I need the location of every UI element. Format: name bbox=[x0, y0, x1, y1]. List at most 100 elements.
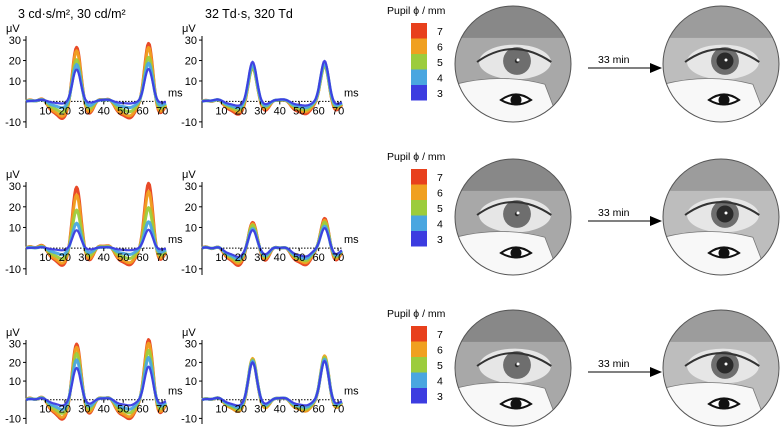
legend-swatch-5 bbox=[411, 200, 427, 216]
y-tick-label: 10 bbox=[185, 222, 197, 234]
legend-swatch-7 bbox=[411, 326, 427, 342]
x-tick-label: 20 bbox=[59, 105, 71, 117]
title-left: 3 cd·s/m², 30 cd/m² bbox=[18, 7, 126, 21]
legend-title: Pupil ϕ / mm bbox=[387, 308, 446, 320]
legend-label-4: 4 bbox=[437, 376, 443, 388]
y-axis-unit: μV bbox=[182, 327, 196, 339]
pupil-legend-3: Pupil ϕ / mm 7 6 5 4 3 bbox=[387, 308, 446, 404]
legend-swatch-6 bbox=[411, 341, 427, 357]
photo-content bbox=[455, 310, 571, 426]
eye-photo-2 bbox=[662, 5, 780, 123]
y-tick-label: 20 bbox=[185, 202, 197, 214]
y-axis-unit: μV bbox=[182, 169, 196, 181]
x-tick-label: 20 bbox=[235, 252, 247, 264]
legend-label-7: 7 bbox=[437, 329, 443, 341]
x-tick-label: 30 bbox=[254, 105, 266, 117]
adaptation-arrow-1: 33 min bbox=[588, 54, 662, 73]
y-axis-unit: μV bbox=[6, 169, 20, 181]
series-line-4mm bbox=[25, 356, 167, 411]
x-tick-label: 40 bbox=[274, 404, 286, 416]
pictogram-pupil bbox=[510, 398, 522, 410]
reflection bbox=[516, 58, 520, 62]
x-tick-label: 30 bbox=[254, 404, 266, 416]
reflection bbox=[724, 211, 728, 215]
y-tick-label: 10 bbox=[185, 376, 197, 388]
x-tick-label: 10 bbox=[39, 252, 51, 264]
x-axis-unit: ms bbox=[168, 386, 183, 398]
legend-label-6: 6 bbox=[437, 345, 443, 357]
photo-border bbox=[662, 309, 780, 427]
series-line-3mm bbox=[25, 365, 167, 407]
x-tick-label: 30 bbox=[78, 105, 90, 117]
legend-swatch-4 bbox=[411, 215, 427, 231]
arrow-head bbox=[650, 63, 662, 73]
series-line-3mm bbox=[25, 228, 167, 252]
photo-content bbox=[455, 6, 571, 122]
y-tick-label: 20 bbox=[9, 56, 21, 68]
y-tick-label: 20 bbox=[185, 56, 197, 68]
legend-swatch-5 bbox=[411, 357, 427, 373]
legend-label-5: 5 bbox=[437, 360, 443, 372]
eye-photo-5 bbox=[454, 309, 572, 427]
arrow-label: 33 min bbox=[598, 207, 630, 219]
eyelid-line bbox=[684, 352, 760, 367]
y-tick-label: 10 bbox=[185, 76, 197, 88]
series-group bbox=[201, 216, 344, 267]
x-tick-label: 10 bbox=[39, 404, 51, 416]
y-axis-unit: μV bbox=[182, 23, 196, 35]
y-tick-label: -10 bbox=[181, 117, 197, 129]
series-group bbox=[25, 181, 168, 267]
y-tick-label: -10 bbox=[181, 413, 197, 425]
arrow-label: 33 min bbox=[598, 54, 630, 66]
legend-swatch-3 bbox=[411, 231, 427, 247]
legend-swatch-6 bbox=[411, 184, 427, 200]
y-tick-label: 30 bbox=[9, 35, 21, 47]
y-tick-label: 20 bbox=[9, 202, 21, 214]
x-tick-label: 10 bbox=[215, 252, 227, 264]
x-tick-label: 60 bbox=[137, 105, 149, 117]
x-tick-label: 40 bbox=[98, 105, 110, 117]
series-line-3mm bbox=[201, 59, 343, 107]
x-tick-label: 10 bbox=[215, 404, 227, 416]
x-tick-label: 60 bbox=[137, 404, 149, 416]
reflection bbox=[724, 58, 728, 62]
x-tick-label: 60 bbox=[313, 252, 325, 264]
title-right: 32 Td·s, 320 Td bbox=[205, 7, 293, 21]
series-group bbox=[25, 338, 168, 421]
y-tick-label: -10 bbox=[5, 264, 21, 276]
eye-photos: 33 min 33 min 33 min bbox=[454, 5, 780, 427]
reflection bbox=[516, 362, 520, 366]
x-tick-label: 20 bbox=[59, 404, 71, 416]
y-tick-label: -10 bbox=[5, 413, 21, 425]
x-tick-label: 30 bbox=[78, 252, 90, 264]
x-tick-label: 30 bbox=[254, 252, 266, 264]
series-line-3mm bbox=[201, 359, 343, 407]
pictogram-pupil bbox=[718, 94, 730, 106]
pictogram-pupil bbox=[718, 247, 730, 259]
x-tick-label: 70 bbox=[332, 252, 344, 264]
reflection bbox=[516, 211, 520, 215]
legend-label-3: 3 bbox=[437, 88, 443, 100]
adaptation-arrow-3: 33 min bbox=[588, 358, 662, 377]
eyelid-line bbox=[684, 201, 760, 216]
x-axis-unit: ms bbox=[344, 386, 359, 398]
arrow-label: 33 min bbox=[598, 358, 630, 370]
photo-content bbox=[663, 159, 779, 275]
legend-label-3: 3 bbox=[437, 391, 443, 403]
y-tick-label: 20 bbox=[185, 357, 197, 369]
eyelid-line bbox=[476, 352, 552, 367]
legend-swatch-7 bbox=[411, 169, 427, 185]
x-tick-label: 40 bbox=[274, 252, 286, 264]
y-tick-label: 20 bbox=[9, 357, 21, 369]
x-axis-unit: ms bbox=[168, 87, 183, 99]
arrow-head bbox=[650, 216, 662, 226]
legend-label-5: 5 bbox=[437, 57, 443, 69]
photo-content bbox=[663, 6, 779, 122]
photo-content bbox=[663, 310, 779, 426]
photo-border bbox=[662, 5, 780, 123]
